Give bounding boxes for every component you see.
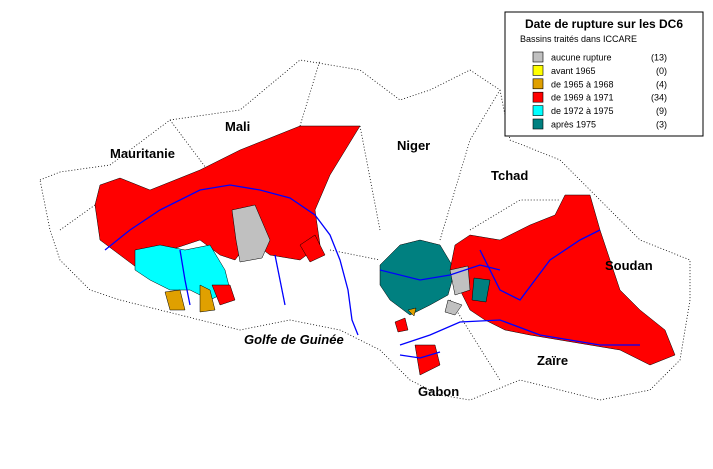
country-border — [59, 59, 560, 381]
legend-count: (13) — [651, 53, 667, 63]
river — [179, 249, 191, 306]
river — [399, 351, 441, 359]
river — [479, 229, 601, 301]
basin-red — [414, 344, 441, 376]
river — [379, 264, 501, 281]
basin-teal — [379, 239, 456, 316]
legend-swatch — [532, 78, 544, 90]
basin-orange — [407, 307, 417, 317]
basin-gray — [231, 204, 271, 263]
basin-orange — [199, 284, 216, 313]
river — [104, 184, 359, 336]
place-label: Tchad — [491, 168, 528, 183]
place-label: Zaïre — [537, 353, 568, 368]
legend-swatch — [532, 51, 544, 63]
place-label: Gabon — [418, 384, 459, 399]
place-label: Golfe de Guinée — [244, 332, 344, 347]
legend-swatch — [532, 118, 544, 130]
legend-label: aucune rupture — [551, 53, 612, 63]
legend-count: (4) — [656, 79, 667, 89]
legend-count: (3) — [656, 120, 667, 130]
place-label: Soudan — [605, 258, 653, 273]
legend-label: avant 1965 — [551, 66, 596, 76]
legend-swatch — [532, 65, 544, 76]
basin-gray — [444, 299, 463, 316]
legend-swatch — [532, 91, 544, 103]
legend-label: de 1972 à 1975 — [551, 106, 614, 116]
legend-count: (34) — [651, 93, 667, 103]
basin-teal — [471, 277, 491, 303]
river — [274, 254, 286, 306]
river — [399, 319, 640, 346]
basin-red — [211, 284, 236, 306]
legend-label: après 1975 — [551, 120, 596, 130]
legend-swatch — [532, 105, 544, 116]
place-label: Niger — [397, 138, 430, 153]
legend: Date de rupture sur les DC6 Bassins trai… — [504, 11, 704, 137]
basin-red — [394, 317, 409, 333]
legend-label: de 1965 à 1968 — [551, 79, 614, 89]
region-outline — [39, 59, 691, 401]
place-label: Mali — [225, 119, 250, 134]
legend-title: Date de rupture sur les DC6 — [525, 17, 683, 31]
place-label: Mauritanie — [110, 146, 175, 161]
basin-orange — [164, 289, 186, 311]
basin-red — [299, 234, 326, 263]
legend-subtitle: Bassins traités dans ICCARE — [520, 34, 637, 44]
legend-count: (0) — [656, 66, 667, 76]
legend-count: (9) — [656, 106, 667, 116]
legend-label: de 1969 à 1971 — [551, 93, 614, 103]
basin-red — [94, 125, 361, 271]
